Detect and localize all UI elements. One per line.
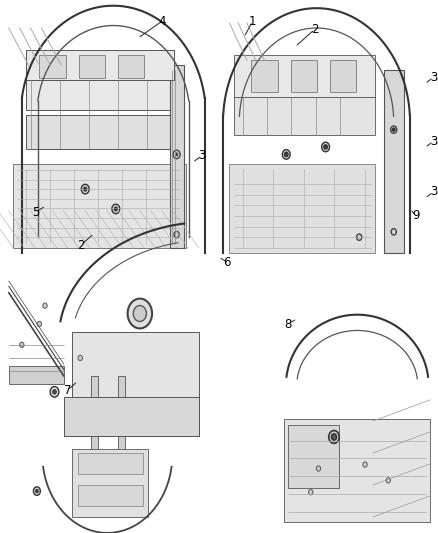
Circle shape (127, 298, 152, 328)
Text: 2: 2 (77, 239, 85, 252)
Circle shape (133, 305, 146, 321)
Circle shape (20, 342, 24, 348)
Text: 9: 9 (412, 209, 420, 222)
Polygon shape (91, 376, 98, 502)
Circle shape (285, 152, 288, 157)
Polygon shape (251, 60, 278, 92)
Circle shape (321, 142, 329, 152)
Polygon shape (4, 266, 276, 528)
Text: 8: 8 (284, 318, 291, 330)
Circle shape (114, 207, 117, 211)
Circle shape (78, 355, 82, 360)
Circle shape (386, 478, 391, 483)
Text: 3: 3 (430, 71, 437, 84)
Circle shape (316, 466, 321, 471)
Circle shape (324, 145, 327, 149)
Polygon shape (78, 453, 142, 474)
Polygon shape (26, 115, 173, 149)
Polygon shape (284, 419, 431, 522)
Polygon shape (234, 98, 375, 134)
Circle shape (391, 229, 396, 235)
Circle shape (391, 126, 397, 133)
Polygon shape (26, 80, 173, 110)
Polygon shape (64, 397, 199, 436)
Text: 3: 3 (198, 149, 205, 162)
Polygon shape (72, 449, 148, 517)
Polygon shape (78, 485, 142, 506)
Circle shape (329, 431, 339, 443)
Polygon shape (9, 11, 210, 259)
Text: 3: 3 (430, 135, 437, 148)
Text: 7: 7 (64, 384, 71, 397)
Polygon shape (330, 60, 356, 92)
Circle shape (33, 487, 40, 495)
Circle shape (43, 303, 47, 308)
Text: 4: 4 (158, 15, 166, 28)
Text: 1: 1 (249, 15, 256, 28)
Circle shape (175, 153, 178, 156)
Polygon shape (280, 330, 435, 528)
Polygon shape (72, 332, 199, 436)
Text: 6: 6 (223, 256, 231, 269)
Circle shape (283, 150, 290, 159)
Polygon shape (291, 60, 317, 92)
Circle shape (50, 386, 59, 397)
Polygon shape (230, 164, 375, 253)
Polygon shape (118, 55, 144, 78)
Circle shape (332, 434, 337, 440)
Circle shape (81, 184, 89, 194)
Polygon shape (26, 50, 173, 80)
Polygon shape (9, 366, 64, 384)
Circle shape (84, 187, 87, 191)
Text: 3: 3 (430, 185, 437, 198)
Text: 2: 2 (311, 23, 318, 36)
Polygon shape (234, 55, 375, 98)
Polygon shape (289, 425, 339, 488)
Circle shape (174, 231, 179, 238)
Circle shape (53, 390, 56, 394)
Polygon shape (384, 70, 404, 253)
Circle shape (357, 234, 362, 240)
Circle shape (308, 489, 313, 495)
Polygon shape (13, 164, 186, 248)
Polygon shape (39, 55, 66, 78)
Polygon shape (118, 376, 125, 502)
Circle shape (35, 489, 38, 492)
Circle shape (112, 204, 120, 214)
Polygon shape (225, 11, 428, 259)
Polygon shape (79, 55, 105, 78)
Circle shape (173, 150, 180, 159)
Circle shape (363, 462, 367, 467)
Circle shape (392, 128, 395, 131)
Text: 5: 5 (32, 206, 39, 219)
Circle shape (37, 321, 42, 327)
Polygon shape (170, 65, 184, 248)
